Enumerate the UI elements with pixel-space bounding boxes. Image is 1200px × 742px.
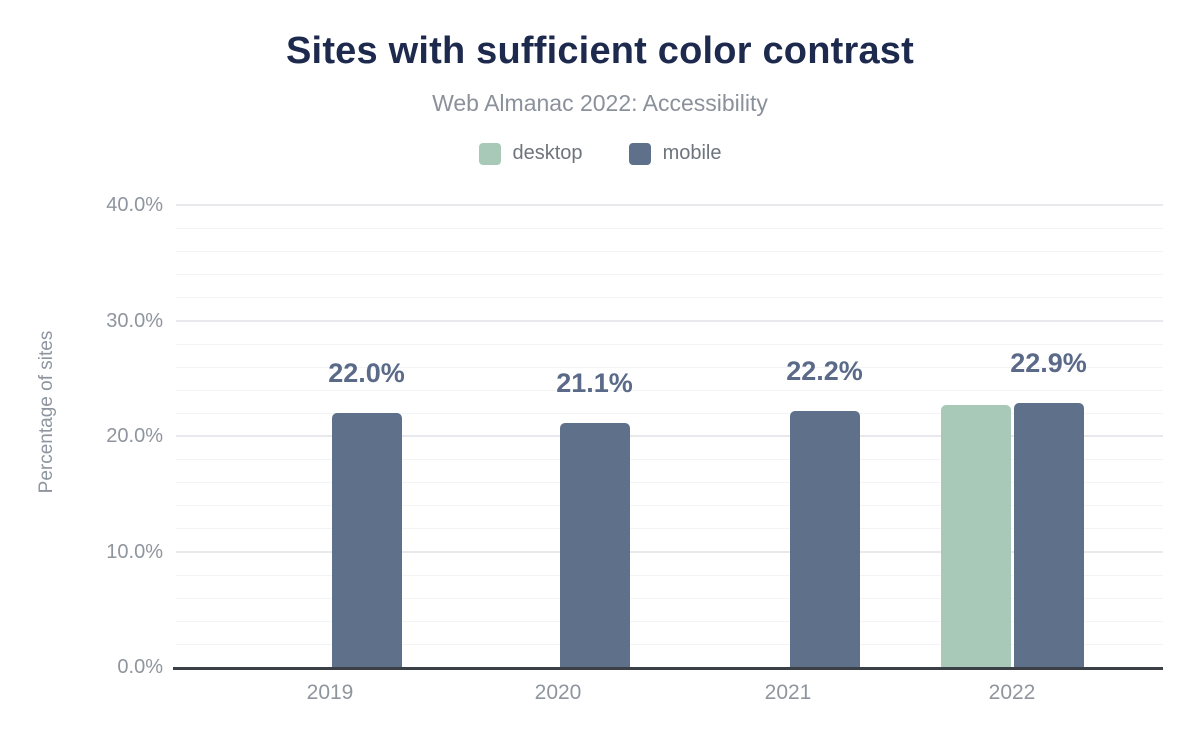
x-axis-line bbox=[173, 667, 1163, 670]
x-tick-2020: 2020 bbox=[534, 681, 582, 704]
plot-area: 22.0% 21.1% 22.2% 22.9% 2019 2020 2021 2022 bbox=[173, 204, 1163, 704]
gridline-6 bbox=[176, 597, 1163, 599]
y-tick-0: 0.0% bbox=[117, 656, 163, 678]
gridline-2 bbox=[176, 643, 1163, 645]
legend-item-desktop: desktop bbox=[478, 142, 583, 165]
gridline-24 bbox=[176, 389, 1163, 391]
gridline-20 bbox=[176, 435, 1163, 437]
y-tick-10: 10.0% bbox=[106, 540, 163, 563]
x-tick-2022: 2022 bbox=[988, 681, 1036, 704]
data-label-2019: 22.0% bbox=[328, 357, 405, 388]
bar-mobile-2020 bbox=[559, 423, 630, 667]
gridline-38 bbox=[176, 228, 1163, 230]
legend: desktop mobile bbox=[0, 142, 1200, 165]
gridline-22 bbox=[176, 412, 1163, 414]
data-label-2021: 22.2% bbox=[786, 355, 863, 386]
gridline-30 bbox=[176, 319, 1163, 322]
gridline-8 bbox=[176, 574, 1163, 576]
gridline-4 bbox=[176, 620, 1163, 622]
gridline-16 bbox=[176, 482, 1163, 484]
gridline-14 bbox=[176, 505, 1163, 507]
chart-title: Sites with sufficient color contrast bbox=[286, 30, 914, 72]
gridline-36 bbox=[176, 251, 1163, 253]
legend-label-desktop: desktop bbox=[512, 142, 583, 164]
y-tick-30: 30.0% bbox=[106, 309, 163, 332]
bar-mobile-2021 bbox=[789, 410, 860, 667]
mobile-swatch-icon bbox=[628, 142, 651, 165]
gridline-34 bbox=[176, 274, 1163, 276]
bar-mobile-2019 bbox=[331, 412, 402, 667]
desktop-swatch-icon bbox=[478, 142, 501, 165]
gridline-10 bbox=[176, 550, 1163, 553]
bar-mobile-2022 bbox=[1013, 402, 1084, 667]
y-tick-40: 40.0% bbox=[106, 194, 163, 216]
y-tick-20: 20.0% bbox=[106, 425, 163, 447]
x-tick-2021: 2021 bbox=[764, 681, 812, 704]
gridline-26 bbox=[176, 366, 1163, 368]
x-tick-2019: 2019 bbox=[306, 681, 354, 704]
gridline-28 bbox=[176, 343, 1163, 345]
gridline-40 bbox=[176, 204, 1163, 206]
data-label-2020: 21.1% bbox=[556, 368, 633, 399]
y-axis-title: Percentage of sites bbox=[36, 330, 57, 494]
gridline-32 bbox=[176, 297, 1163, 299]
data-label-2022: 22.9% bbox=[1010, 347, 1087, 378]
gridline-12 bbox=[176, 528, 1163, 530]
legend-item-mobile: mobile bbox=[628, 142, 722, 165]
legend-label-mobile: mobile bbox=[662, 142, 722, 164]
gridline-18 bbox=[176, 459, 1163, 461]
chart-subtitle: Web Almanac 2022: Accessibility bbox=[432, 90, 768, 116]
bar-desktop-2022 bbox=[940, 404, 1011, 667]
